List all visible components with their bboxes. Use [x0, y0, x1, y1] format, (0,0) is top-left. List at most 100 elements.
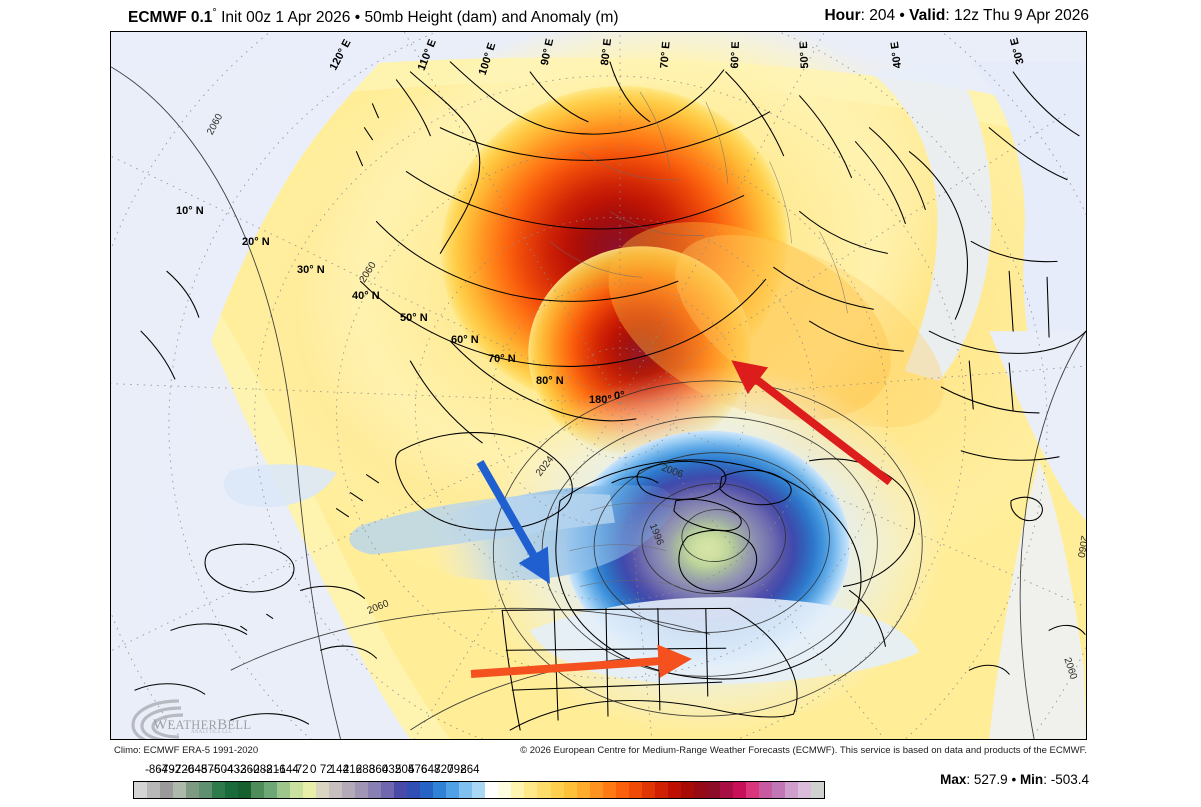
colorbar-tick: -792: [158, 764, 182, 776]
colorbar-tick: 360: [368, 764, 389, 776]
colorbar-swatch: [303, 782, 317, 798]
colorbar-tick: 864: [460, 764, 480, 776]
max-label: Max: [940, 772, 967, 787]
colorbar-swatch: [290, 782, 304, 798]
colorbar-tick: -432: [223, 764, 247, 776]
colorbar-swatch: [719, 782, 733, 798]
header-separator-1: •: [354, 9, 361, 27]
colorbar-swatch: [316, 782, 330, 798]
colorbar-gradient[interactable]: [133, 781, 825, 799]
colorbar-swatch: [758, 782, 772, 798]
init-time: Init 00z 1 Apr 2026: [221, 9, 351, 27]
min-label: Min: [1019, 772, 1044, 787]
colorbar-swatch: [602, 782, 616, 798]
colorbar-swatch: [576, 782, 590, 798]
valid-value: 12z Thu 9 Apr 2026: [953, 7, 1089, 24]
colorbar-tick: 720: [434, 764, 454, 776]
colorbar-tick: 432: [382, 764, 402, 776]
colorbar-swatch: [628, 782, 642, 798]
colorbar-swatch: [407, 782, 421, 798]
colorbar-swatch: [212, 782, 226, 798]
header-separator-2: •: [899, 7, 905, 24]
colorbar-tick: 72: [319, 764, 333, 776]
colorbar-swatch: [589, 782, 603, 798]
colorbar-swatch: [433, 782, 447, 798]
logo-subtitle: ANALYTICS LLC: [191, 730, 233, 735]
colorbar-swatch: [615, 782, 629, 798]
colorbar-tick: 576: [408, 764, 428, 776]
colorbar-swatch: [160, 782, 174, 798]
colorbar-tick-labels: -864 -792 -720 -648 -576 -504 -432 -360 -288 -216…: [133, 764, 825, 779]
colorbar-swatch: [797, 782, 811, 798]
colorbar-tick: -216: [262, 764, 286, 776]
colorbar-tick: 0: [310, 764, 317, 776]
colorbar-swatch: [264, 782, 278, 798]
colorbar-swatch: [498, 782, 512, 798]
colorbar[interactable]: -864 -792 -720 -648 -576 -504 -432 -360 -288 -216…: [133, 764, 825, 800]
colorbar-swatch: [147, 782, 161, 798]
weatherbell-logo: WEATHERBELL ANALYTICS LLC: [129, 697, 251, 739]
colorbar-tick: 504: [395, 764, 415, 776]
header-title-right: Hour: 204 • Valid: 12z Thu 9 Apr 2026: [824, 7, 1089, 24]
colorbar-swatch: [368, 782, 382, 798]
colorbar-swatch: [745, 782, 759, 798]
extremes-readout: Max: 527.9 • Min: -503.4: [940, 772, 1089, 787]
colorbar-swatch: [550, 782, 564, 798]
colorbar-swatch: [420, 782, 434, 798]
colorbar-swatch: [641, 782, 655, 798]
colorbar-swatch: [784, 782, 798, 798]
colorbar-swatch: [342, 782, 356, 798]
colorbar-tick: -504: [210, 764, 234, 776]
colorbar-swatch: [732, 782, 746, 798]
colorbar-swatch: [693, 782, 707, 798]
colorbar-swatch: [524, 782, 538, 798]
logo-swoosh-icon: [131, 699, 184, 739]
climatology-note: Climo: ECMWF ERA-5 1991-2020: [114, 745, 259, 756]
colorbar-tick: -360: [236, 764, 260, 776]
colorbar-tick: -720: [171, 764, 195, 776]
degree-symbol: °: [212, 7, 217, 19]
colorbar-tick: -576: [197, 764, 221, 776]
colorbar-swatch: [667, 782, 681, 798]
colorbar-swatch: [355, 782, 369, 798]
model-name: ECMWF 0.1: [128, 9, 213, 27]
colorbar-swatch: [238, 782, 252, 798]
colorbar-swatch: [394, 782, 408, 798]
colorbar-swatch: [199, 782, 213, 798]
colorbar-tick: 144: [329, 764, 349, 776]
colorbar-swatch: [511, 782, 525, 798]
colorbar-swatch: [654, 782, 668, 798]
logo-wordmark: WEATHERBELL: [153, 717, 252, 733]
colorbar-swatch: [680, 782, 694, 798]
colorbar-swatch: [329, 782, 343, 798]
colorbar-tick: -288: [249, 764, 273, 776]
colorbar-swatch: [537, 782, 551, 798]
colorbar-swatch: [186, 782, 200, 798]
colorbar-tick: 216: [342, 764, 363, 776]
colorbar-swatch: [706, 782, 720, 798]
extremes-separator: •: [1011, 772, 1017, 787]
colorbar-swatch: [563, 782, 577, 798]
min-value: -503.4: [1050, 772, 1089, 787]
colorbar-tick: -144: [275, 764, 299, 776]
hour-value: 204: [869, 7, 896, 24]
field-description: 50mb Height (dam) and Anomaly (m): [364, 9, 619, 27]
colorbar-swatch: [173, 782, 187, 798]
hour-label: Hour: [824, 7, 861, 24]
colorbar-tick: 288: [355, 764, 376, 776]
colorbar-swatch: [459, 782, 473, 798]
valid-label: Valid: [909, 7, 946, 24]
colorbar-swatch: [446, 782, 460, 798]
colorbar-swatch: [251, 782, 265, 798]
colorbar-tick: -648: [184, 764, 208, 776]
header-bar: ECMWF 0.1° Init 00z 1 Apr 2026 • 50mb He…: [0, 0, 1201, 31]
colorbar-swatch: [277, 782, 291, 798]
colorbar-swatch: [472, 782, 486, 798]
header-title-left: ECMWF 0.1° Init 00z 1 Apr 2026 • 50mb He…: [128, 7, 619, 27]
colorbar-tick: 792: [447, 764, 467, 776]
colorbar-swatch: [810, 782, 824, 798]
colorbar-swatch: [225, 782, 239, 798]
max-value: 527.9: [973, 772, 1008, 787]
colorbar-swatch: [771, 782, 785, 798]
map-plot-area[interactable]: 10° N 20° N 30° N 40° N 50° N 60° N 70° N 80° N…: [110, 31, 1087, 740]
